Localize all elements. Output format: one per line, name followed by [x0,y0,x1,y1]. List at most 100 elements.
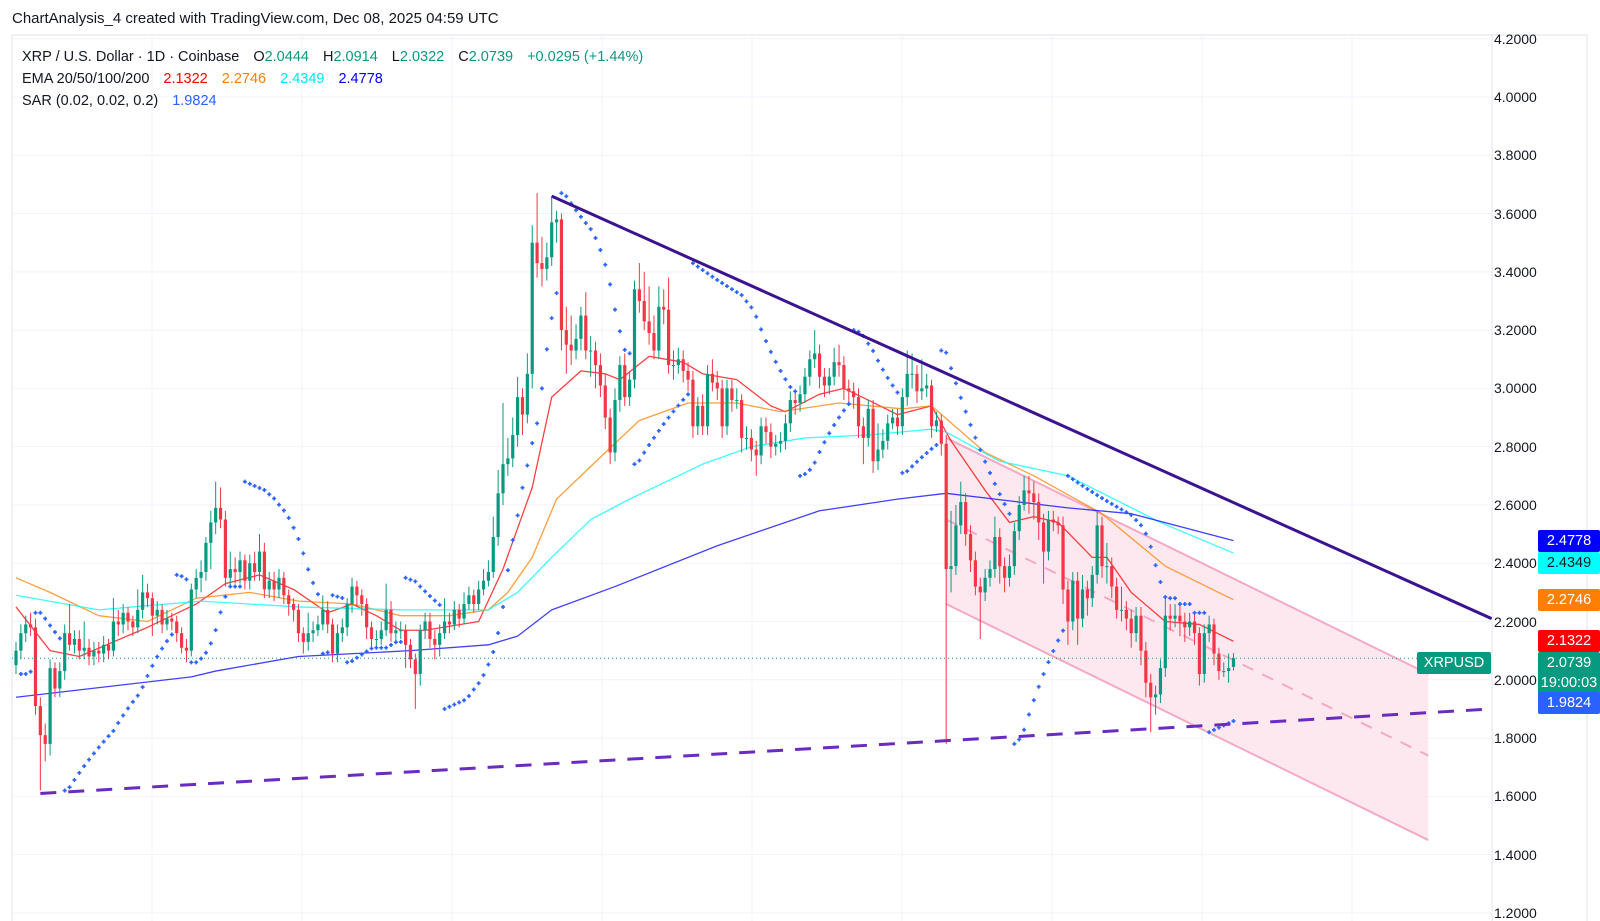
candle-body [705,373,710,427]
candle-body [102,644,106,654]
candle-body [165,618,169,625]
candle-up [934,411,939,433]
candle-body [1012,531,1016,567]
candle-down [642,271,646,331]
candle-body [141,592,145,610]
sar-dot [627,351,632,356]
candle-down [1076,571,1080,645]
candle-body [43,735,47,744]
sar-dot [744,299,749,304]
sar-dot [598,247,603,252]
candle-body [199,571,203,578]
candle-up [983,569,987,602]
support-trend-line-dashed[interactable] [40,707,1492,795]
candle-up [399,621,403,640]
candle-down [33,618,38,715]
parallel-channel[interactable] [945,437,1429,841]
resistance-trend-line[interactable] [551,194,1492,620]
candle-up [165,609,169,631]
candle-body [253,563,257,572]
candle-body [291,604,296,610]
candle-body [1144,650,1148,683]
sar-dot [992,481,997,486]
candle-body [769,432,773,447]
candle-down [184,639,189,663]
candle-up [696,397,700,436]
legend-ema200-value: 2.4778 [338,71,383,87]
channel-upper-line[interactable] [945,437,1429,675]
candle-body [106,644,111,651]
sar-dot [106,734,111,739]
sar-dot [885,375,890,380]
candle-up [744,426,749,450]
candle-down [647,286,651,345]
sar-dot [242,479,247,484]
candle-up [827,368,831,395]
sar-dot [291,525,296,530]
candle-up [905,350,909,406]
candle-body [1188,621,1192,628]
candle-up [141,574,145,619]
candle-body [686,370,690,380]
sar-dot [535,421,540,426]
legend-symbol[interactable]: XRP / U.S. Dollar · 1D · Coinbase [22,49,240,65]
candle-body [808,359,812,377]
sar-dot [846,402,851,407]
candle-body [598,365,602,386]
sar-dot [1114,504,1119,509]
sar-dot [1017,737,1022,742]
candle-body [1158,668,1163,695]
candle-up [189,583,193,657]
sar-dot [973,435,978,440]
candle-body [394,630,398,634]
candle-down [1027,475,1031,514]
sar-dot [914,459,919,464]
candle-body [189,589,193,651]
legend-ema-row[interactable]: EMA 20/50/100/200 2.1322 2.2746 2.4349 2… [22,68,643,90]
candle-up [949,510,953,593]
sar-dot [262,488,267,493]
sar-dot [958,395,963,400]
candle-body [1076,580,1080,619]
candle-body [447,621,452,625]
candle-body [355,586,359,596]
legend-open: 2.0444 [264,49,309,65]
candle-up [155,601,159,625]
candle-down [301,627,305,654]
candle-body [131,621,135,628]
sar-dot [447,704,452,709]
candle-body [179,633,184,648]
candle-body [1197,633,1202,674]
sar-dot [983,459,988,464]
candle-down [1085,580,1089,616]
sar-dot [1041,672,1046,677]
candle-body [369,627,374,640]
sar-dot [1212,727,1217,732]
trend-lines[interactable] [40,194,1492,795]
candle-down [603,373,607,430]
legend-sar-row[interactable]: SAR (0.02, 0.02, 0.2) 1.9824 [22,90,643,112]
candle-down [852,382,856,409]
candle-down [253,551,257,581]
candle-body [530,242,534,374]
sar-dot [617,329,622,334]
channel-lower-line[interactable] [945,603,1429,841]
candle-body [891,417,895,424]
candle-body [277,577,281,590]
candle-body [48,668,52,744]
candle-body [730,388,734,401]
candle-down [160,604,164,634]
channel-middle-line[interactable] [945,518,1429,757]
candle-body [33,627,38,707]
candle-down [730,379,734,412]
sar-dot [944,350,949,355]
sar-dot [228,584,233,589]
sar-dot [354,655,359,660]
candle-down [150,592,154,637]
sar-dot [1051,648,1056,653]
candle-down [170,612,174,631]
candle-down [1217,647,1221,680]
sar-dot [725,284,730,289]
candle-body [1051,519,1055,523]
